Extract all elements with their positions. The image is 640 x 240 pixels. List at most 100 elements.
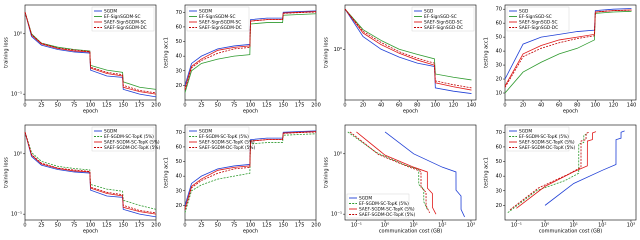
x-axis-label: epoch — [83, 229, 98, 235]
y-axis-label: testing acc1 — [484, 37, 490, 68]
x-tick-label: 125 — [102, 103, 112, 109]
x-tick-label: 40 — [378, 103, 384, 109]
y-tick-label: 60 — [496, 21, 502, 27]
x-axis-label: communication cost (GB) — [539, 229, 602, 235]
legend-label: SGDM — [104, 129, 117, 135]
legend-label: SGDM — [199, 9, 212, 15]
plot-frame — [344, 124, 477, 221]
legend-box — [411, 6, 475, 32]
legend-label: EF-SGDM-SC-TopK (5%) — [104, 134, 154, 140]
y-axis-label: training loss — [4, 157, 10, 188]
legend-label: EF-SGDM-SC-TopK (5%) — [359, 201, 409, 207]
legend-label: SAEF-SGDM-DC-TopK (5%) — [359, 212, 415, 218]
x-tick-label: 100 — [431, 103, 441, 109]
x-tick-label: 0 — [183, 103, 186, 109]
x-tick-label: 10¹ — [409, 223, 417, 229]
y-tick-label: 40 — [176, 174, 182, 180]
x-tick-label: 100 — [86, 103, 96, 109]
y-tick-label: 30 — [496, 188, 502, 194]
x-tick-label: 10² — [438, 223, 446, 229]
y-tick-label: 70 — [176, 130, 182, 136]
x-tick-label: 80 — [414, 103, 420, 109]
x-tick-label: 25 — [38, 223, 44, 229]
legend-label: SAEF-SignSGDM-SC — [199, 20, 241, 26]
y-tick-label: 60 — [176, 24, 182, 30]
series-line — [184, 131, 317, 210]
x-tick-label: 50 — [215, 223, 221, 229]
x-tick-label: 150 — [118, 103, 128, 109]
series-line — [184, 11, 317, 90]
y-tick-label: 50 — [176, 159, 182, 165]
series-line — [504, 10, 632, 94]
y-axis-label: training loss — [324, 157, 330, 188]
series-line — [344, 8, 472, 89]
x-tick-label: 25 — [198, 103, 204, 109]
x-tick-label: 175 — [135, 223, 145, 229]
x-tick-label: 100 — [591, 103, 601, 109]
y-tick-label: 70 — [176, 10, 182, 16]
plot-frame — [504, 124, 637, 221]
legend-label: SGDM — [359, 196, 372, 202]
legend-box — [186, 126, 250, 152]
x-tick-label: 0 — [23, 223, 26, 229]
x-tick-label: 50 — [215, 103, 221, 109]
x-tick-label: 120 — [609, 103, 619, 109]
y-tick-label: 30 — [176, 68, 182, 74]
y-tick-label: 20 — [496, 203, 502, 209]
x-tick-label: 150 — [278, 223, 288, 229]
x-tick-label: 10⁰ — [381, 223, 389, 229]
y-tick-label: 10⁰ — [334, 151, 342, 157]
plot-frame — [344, 4, 477, 101]
x-tick-label: 10⁰ — [541, 223, 549, 229]
x-tick-label: 80 — [574, 103, 580, 109]
series-line — [356, 131, 437, 215]
legend-label: EF-SignSGDM-SC — [104, 14, 140, 20]
x-tick-label: 175 — [135, 103, 145, 109]
x-tick-label: 125 — [102, 223, 112, 229]
legend-label: SAEF-SignSGDM-DC — [104, 25, 147, 31]
series-line — [24, 131, 157, 214]
x-tick-label: 50 — [55, 223, 61, 229]
x-axis-label: epoch — [243, 109, 258, 115]
x-tick-label: 10² — [598, 223, 606, 229]
y-tick-label: 30 — [496, 63, 502, 69]
y-tick-label: 50 — [496, 35, 502, 41]
series-line — [544, 130, 625, 206]
x-tick-label: 125 — [262, 103, 272, 109]
legend-label: SAEF-SGDM-SC-TopK (5%) — [519, 140, 575, 146]
x-tick-label: 50 — [55, 103, 61, 109]
series-line — [504, 8, 632, 80]
x-tick-label: 0 — [183, 223, 186, 229]
legend-label: EF-SignSGD-SC — [424, 14, 457, 20]
x-tick-label: 40 — [538, 103, 544, 109]
series-line — [507, 133, 588, 214]
x-axis-label: communication cost (GB) — [379, 229, 442, 235]
y-tick-label: 10⁻¹ — [11, 92, 22, 98]
series-line — [344, 8, 472, 94]
series-line — [347, 131, 428, 210]
y-axis-label: testing acc1 — [484, 157, 490, 188]
legend-box — [506, 126, 570, 152]
series-line — [24, 11, 157, 94]
legend: SGDEF-SignSGD-SCSAEF-SignSGD-SCSAEF-Sign… — [506, 6, 570, 32]
plot-frame — [504, 4, 637, 101]
y-tick-label: 70 — [496, 7, 502, 13]
y-tick-label: 60 — [496, 144, 502, 150]
x-tick-label: 140 — [467, 103, 477, 109]
x-axis-label: epoch — [563, 109, 578, 115]
y-tick-label: 60 — [176, 144, 182, 150]
y-tick-label: 40 — [176, 54, 182, 60]
x-tick-label: 200 — [151, 103, 161, 109]
x-tick-label: 10⁻¹ — [511, 223, 522, 229]
legend-label: SAEF-SGDM-SC-TopK (5%) — [104, 140, 160, 146]
x-tick-label: 120 — [449, 103, 459, 109]
legend-label: SGDM — [104, 9, 117, 15]
series-line — [384, 131, 465, 218]
legend: SGDEF-SignSGD-SCSAEF-SignSGD-SCSAEF-Sign… — [411, 6, 475, 32]
series-line — [504, 9, 632, 88]
legend-label: EF-SignSGD-SC — [519, 14, 552, 20]
